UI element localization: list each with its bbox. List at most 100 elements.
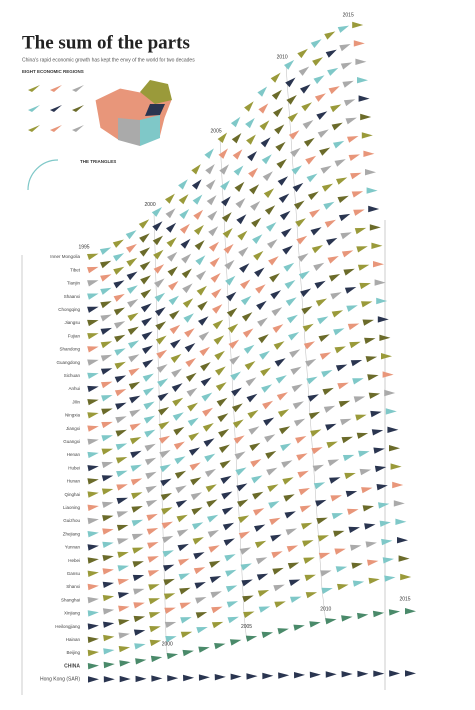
triangle (100, 274, 112, 282)
triangle (297, 48, 308, 59)
triangle (169, 310, 180, 320)
triangle (149, 626, 161, 633)
triangle (129, 423, 141, 431)
triangle (103, 648, 115, 655)
triangle (87, 570, 99, 577)
triangle (382, 371, 394, 378)
triangle (126, 243, 137, 253)
triangle (293, 200, 305, 210)
triangle (262, 672, 274, 680)
triangle (214, 643, 226, 650)
triangle (222, 228, 233, 239)
triangle (191, 507, 203, 515)
triangle (152, 221, 163, 232)
legend-swatch (50, 125, 62, 132)
triangle (343, 268, 355, 276)
triangle (165, 208, 176, 219)
year-line (219, 140, 247, 639)
triangle (353, 209, 365, 216)
triangle (283, 262, 295, 272)
triangle (173, 426, 185, 436)
triangle (102, 608, 115, 615)
triangle (250, 459, 262, 468)
triangle (146, 528, 159, 535)
triangle (238, 246, 249, 257)
row-label: Guangdong (56, 360, 80, 365)
year-label: 2000 (162, 641, 173, 647)
triangle (182, 298, 194, 308)
triangle (357, 670, 369, 678)
triangle (365, 169, 376, 176)
triangle (246, 673, 258, 680)
triangle (116, 470, 128, 478)
triangle (384, 389, 396, 397)
triangle (245, 117, 255, 129)
triangle (99, 247, 112, 255)
triangle (338, 213, 351, 222)
triangle (112, 239, 124, 248)
triangle (156, 349, 168, 359)
triangle (237, 230, 248, 241)
triangle (146, 513, 158, 521)
triangle (219, 460, 231, 469)
triangle (251, 217, 262, 228)
triangle (283, 494, 295, 502)
triangle (118, 632, 130, 639)
triangle (181, 253, 192, 264)
triangle (366, 187, 378, 194)
triangle (172, 397, 184, 407)
triangle (338, 400, 351, 408)
triangle (119, 660, 131, 667)
triangle (160, 493, 172, 501)
triangle (300, 84, 311, 94)
triangle (158, 407, 170, 416)
triangle (360, 113, 372, 121)
triangle (126, 285, 138, 294)
triangle (368, 577, 380, 584)
triangle (262, 400, 274, 410)
triangle (87, 557, 99, 564)
row-label: Fujian (68, 333, 81, 338)
triangle (379, 334, 391, 341)
triangle (290, 596, 302, 603)
triangle (219, 164, 229, 175)
triangle (165, 636, 177, 643)
triangle (87, 399, 99, 406)
triangle (387, 426, 399, 433)
triangle (337, 25, 350, 33)
triangle (331, 513, 344, 520)
triangle (297, 470, 309, 478)
triangle (286, 314, 298, 324)
legend-swatch (28, 85, 40, 92)
triangle (244, 101, 254, 112)
triangle (230, 371, 241, 381)
triangle (117, 565, 129, 572)
triangle (100, 301, 112, 309)
triangle (361, 301, 373, 308)
triangle (151, 207, 162, 217)
triangle (290, 366, 302, 375)
triangle (101, 475, 114, 482)
triangle (271, 307, 283, 317)
triangle (379, 520, 391, 527)
triangle (87, 517, 99, 525)
triangle (322, 387, 334, 396)
triangle (248, 167, 258, 178)
triangle (138, 219, 150, 229)
year-label: 2010 (277, 55, 288, 61)
triangle (347, 508, 359, 515)
triangle (237, 515, 250, 524)
triangle (317, 316, 329, 325)
triangle (310, 429, 322, 437)
triangle (167, 675, 179, 682)
triangle (194, 240, 205, 251)
triangle (103, 676, 115, 683)
triangle (218, 148, 228, 159)
triangle (220, 475, 232, 484)
triangle (303, 341, 315, 350)
triangle (179, 602, 192, 609)
triangle (187, 417, 199, 427)
triangle (319, 352, 332, 360)
triangle (314, 280, 326, 289)
triangle (241, 579, 253, 587)
